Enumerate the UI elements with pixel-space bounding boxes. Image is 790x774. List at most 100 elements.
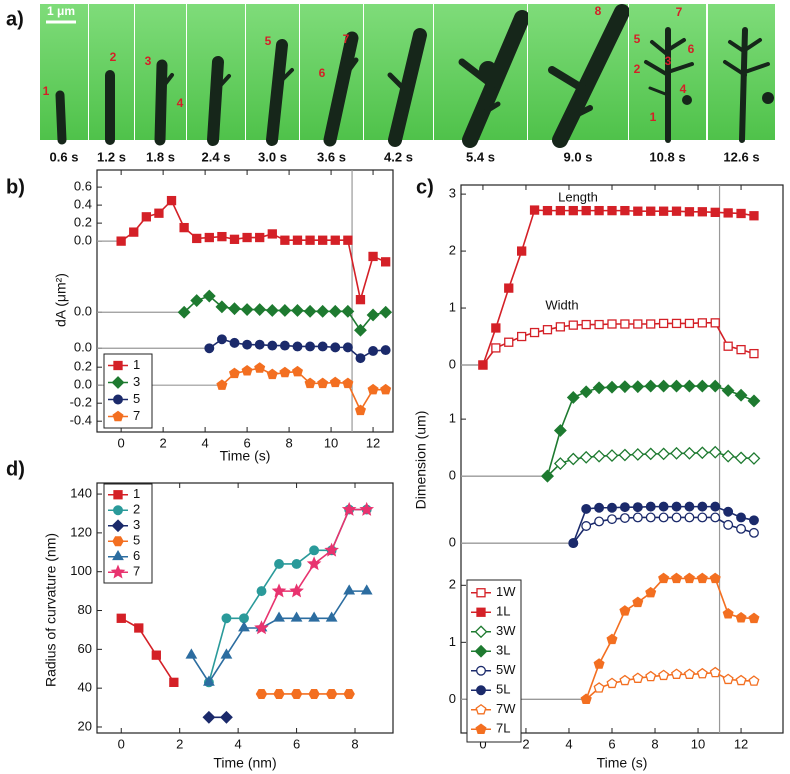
marker — [476, 665, 486, 676]
branch-marker: 2 — [110, 50, 117, 64]
marker — [747, 452, 761, 465]
marker — [354, 323, 367, 337]
marker — [254, 620, 269, 635]
dendrite — [567, 105, 593, 121]
marker — [735, 612, 747, 623]
marker — [594, 502, 605, 513]
marker — [748, 612, 760, 624]
y-tick-label: 0 — [449, 535, 456, 550]
marker — [581, 205, 591, 216]
marker — [736, 523, 747, 534]
y-tick-label: 0.2 — [74, 359, 92, 374]
y-tick-label: 60 — [78, 641, 92, 656]
x-tick-label: 10 — [691, 736, 705, 751]
marker — [517, 331, 527, 342]
x-axis-title: Time (s) — [220, 448, 271, 464]
series-line — [208, 508, 367, 683]
x-tick-label: 2 — [160, 435, 167, 450]
marker — [368, 346, 379, 356]
series-line — [190, 590, 367, 684]
marker — [734, 451, 748, 465]
marker — [229, 337, 240, 348]
marker — [695, 379, 709, 393]
marker — [568, 320, 578, 330]
marker — [342, 377, 354, 389]
marker — [736, 344, 746, 355]
frame-time: 12.6 s — [723, 149, 759, 164]
marker — [324, 542, 339, 557]
marker — [116, 613, 126, 623]
marker — [697, 512, 708, 523]
dendrite — [266, 39, 288, 146]
marker — [658, 512, 669, 523]
marker — [605, 449, 619, 463]
marker — [749, 527, 759, 538]
marker — [476, 685, 486, 696]
marker — [318, 235, 328, 245]
marker — [568, 538, 579, 549]
marker — [671, 572, 683, 584]
panel-label: c) — [416, 176, 434, 198]
marker — [684, 501, 695, 512]
marker — [504, 283, 514, 293]
marker — [723, 519, 734, 530]
branch-marker: 1 — [43, 84, 50, 98]
x-tick-label: 6 — [293, 736, 300, 751]
marker — [683, 379, 696, 393]
plot-frame — [96, 169, 394, 433]
legend-label: 7 — [133, 408, 140, 423]
legend-label: 6 — [133, 548, 140, 563]
dendrite — [728, 40, 747, 54]
marker — [607, 514, 617, 525]
marker — [255, 232, 265, 243]
marker — [141, 212, 151, 222]
marker — [185, 648, 198, 659]
marker — [671, 668, 683, 679]
y-tick-label: 0 — [449, 691, 456, 706]
marker — [113, 505, 123, 516]
x-tick-label: 8 — [351, 736, 358, 751]
marker — [380, 345, 391, 356]
marker — [735, 674, 747, 686]
marker — [553, 457, 567, 470]
marker — [217, 231, 227, 242]
marker — [274, 558, 284, 569]
marker — [111, 376, 125, 389]
marker — [366, 308, 380, 322]
legend-label: 3W — [496, 623, 516, 638]
particle — [762, 92, 774, 104]
dendrite — [337, 57, 359, 85]
marker — [566, 452, 580, 466]
y-tick-label: 0.0 — [74, 340, 92, 355]
marker — [632, 502, 643, 513]
marker — [291, 304, 304, 317]
marker — [580, 693, 592, 705]
marker — [325, 611, 338, 622]
annotation: Length — [558, 189, 598, 204]
marker — [254, 339, 265, 350]
marker — [308, 611, 320, 622]
marker — [696, 572, 708, 584]
marker — [278, 304, 292, 317]
marker — [633, 206, 643, 216]
marker — [476, 607, 486, 617]
marker — [579, 450, 593, 464]
marker — [606, 633, 618, 645]
frame-time: 3.0 s — [258, 149, 287, 164]
branch-marker: 1 — [650, 110, 657, 124]
marker — [721, 384, 735, 398]
dendrite — [458, 58, 496, 89]
marker — [607, 319, 617, 329]
marker — [204, 232, 214, 243]
marker — [555, 322, 566, 332]
marker — [113, 360, 123, 371]
plot-frame — [460, 184, 784, 734]
marker — [255, 689, 268, 699]
legend-box — [466, 579, 522, 743]
dendrite — [648, 86, 670, 97]
marker — [723, 208, 733, 218]
x-tick-label: 2 — [522, 736, 529, 751]
y-tick-label: 0.6 — [74, 179, 92, 194]
x-axis-title: Time (s) — [597, 755, 648, 771]
